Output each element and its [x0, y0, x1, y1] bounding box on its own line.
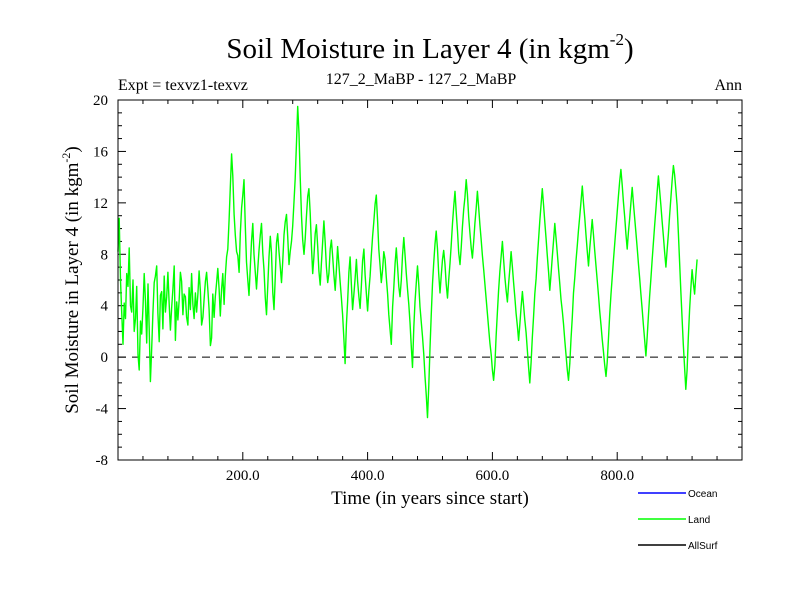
- y-tick-label: -8: [96, 453, 109, 469]
- subtitle-left: Expt = texvz1-texvz: [118, 77, 248, 94]
- legend: Ocean Land AllSurf: [638, 489, 718, 552]
- axis-ticks: [118, 99, 742, 461]
- y-tick-labels: -8 -4 0 4 8 12 16 20: [93, 93, 109, 469]
- y-axis-label-sup: -2: [59, 153, 73, 163]
- y-tick-label: 12: [93, 196, 108, 212]
- chart-title-main: Soil Moisture in Layer 4 (in kgm: [226, 33, 610, 65]
- legend-label-land: Land: [688, 515, 710, 526]
- y-tick-label: 8: [101, 247, 109, 263]
- legend-label-allsurf: AllSurf: [688, 541, 718, 552]
- y-tick-label: 0: [101, 350, 109, 366]
- x-axis-label: Time (in years since start): [331, 488, 529, 509]
- chart-title-close: ): [624, 33, 634, 65]
- y-tick-label: 16: [93, 144, 109, 160]
- y-axis-label-main: Soil Moisture in Layer 4 (in kgm: [62, 162, 83, 413]
- series-line-land: [117, 105, 698, 419]
- x-tick-label: 800.0: [600, 468, 634, 484]
- legend-label-ocean: Ocean: [688, 489, 717, 500]
- y-axis-label: Soil Moisture in Layer 4 (in kgm-2): [59, 146, 83, 414]
- y-axis-label-close: ): [62, 146, 83, 152]
- x-tick-labels: 200.0 400.0 600.0 800.0: [226, 468, 634, 484]
- y-tick-label: 4: [101, 299, 109, 315]
- x-tick-label: 600.0: [476, 468, 510, 484]
- x-tick-label: 400.0: [351, 468, 385, 484]
- chart-title-sup: -2: [610, 30, 624, 49]
- y-tick-label: 20: [93, 93, 108, 109]
- y-tick-label: -4: [96, 402, 109, 418]
- plot-frame: [117, 99, 743, 461]
- subtitle-right: Ann: [714, 77, 742, 94]
- series-group: [117, 105, 698, 419]
- subtitle-center: 127_2_MaBP - 127_2_MaBP: [326, 71, 517, 88]
- chart-title: Soil Moisture in Layer 4 (in kgm-2): [226, 30, 633, 65]
- x-tick-label: 200.0: [226, 468, 260, 484]
